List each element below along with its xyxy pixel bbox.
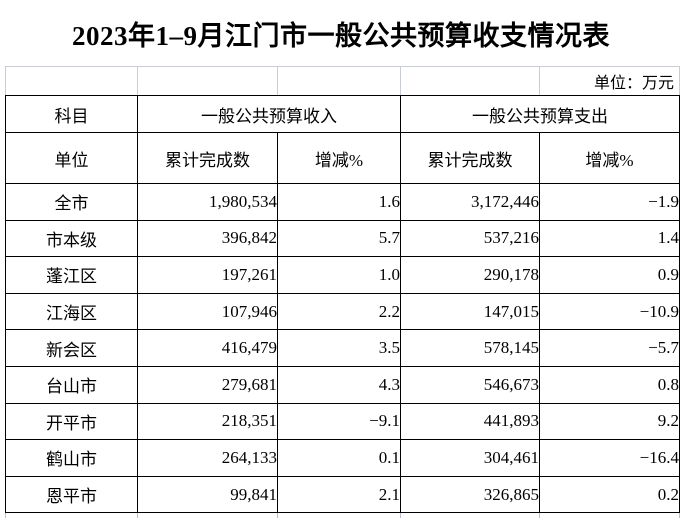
table-row: 市本级 396,842 5.7 537,216 1.4: [5, 219, 680, 258]
income-value-cell: 1,980,534: [137, 183, 278, 221]
empty-cell: [137, 512, 278, 519]
region-name-cell: 蓬江区: [5, 256, 138, 294]
empty-cell: [277, 512, 401, 519]
income-change-cell: 1.0: [277, 256, 401, 294]
expense-value-cell: 326,865: [400, 475, 540, 514]
table-row: 全市 1,980,534 1.6 3,172,446 −1.9: [5, 183, 680, 221]
header-expense-total-cell: 累计完成数: [400, 132, 540, 184]
expense-value-cell: 290,178: [400, 256, 540, 294]
header-subject-cell: 科目: [5, 95, 138, 133]
expense-change-cell: 0.2: [539, 475, 680, 514]
income-value-cell: 218,351: [137, 402, 278, 441]
expense-change-cell: 0.8: [539, 365, 680, 404]
table-row: 蓬江区 197,261 1.0 290,178 0.9: [5, 256, 680, 294]
header-income-total-cell: 累计完成数: [137, 132, 278, 184]
empty-cell: [400, 512, 540, 519]
region-name-cell: 台山市: [5, 365, 138, 404]
empty-cell: [137, 66, 278, 96]
table-row: 江海区 107,946 2.2 147,015 −10.9: [5, 292, 680, 331]
income-change-cell: 5.7: [277, 219, 401, 258]
expense-change-cell: 0.9: [539, 256, 680, 294]
region-name-cell: 开平市: [5, 402, 138, 441]
expense-value-cell: 147,015: [400, 292, 540, 331]
income-change-cell: −9.1: [277, 402, 401, 441]
income-change-cell: 0.1: [277, 439, 401, 477]
header-income-change-cell: 增减%: [277, 132, 401, 184]
income-value-cell: 197,261: [137, 256, 278, 294]
clipped-next-row: [5, 512, 680, 519]
expense-change-cell: −16.4: [539, 439, 680, 477]
expense-value-cell: 304,461: [400, 439, 540, 477]
table-row: 恩平市 99,841 2.1 326,865 0.2: [5, 475, 680, 514]
empty-cell: [5, 66, 138, 96]
empty-cell: [539, 512, 680, 519]
income-value-cell: 396,842: [137, 219, 278, 258]
unit-note-row: 单位：万元: [5, 66, 680, 96]
income-value-cell: 264,133: [137, 439, 278, 477]
income-value-cell: 416,479: [137, 329, 278, 367]
income-value-cell: 107,946: [137, 292, 278, 331]
header-row-groups: 科目 一般公共预算收入 一般公共预算支出: [5, 95, 680, 133]
table-row: 鹤山市 264,133 0.1 304,461 −16.4: [5, 439, 680, 477]
table-row: 台山市 279,681 4.3 546,673 0.8: [5, 365, 680, 404]
page-title: 2023年1–9月江门市一般公共预算收支情况表: [72, 20, 610, 51]
empty-cell: [277, 66, 401, 96]
budget-table: 单位：万元 科目 一般公共预算收入 一般公共预算支出 单位 累计完成数 增减% …: [5, 66, 680, 519]
expense-change-cell: −1.9: [539, 183, 680, 221]
income-change-cell: 1.6: [277, 183, 401, 221]
title-band: 2023年1–9月江门市一般公共预算收支情况表: [0, 0, 682, 66]
region-name-cell: 市本级: [5, 219, 138, 258]
table-row: 新会区 416,479 3.5 578,145 −5.7: [5, 329, 680, 367]
header-expense-change-cell: 增减%: [539, 132, 680, 184]
region-name-cell: 鹤山市: [5, 439, 138, 477]
table-row: 开平市 218,351 −9.1 441,893 9.2: [5, 402, 680, 441]
region-name-cell: 新会区: [5, 329, 138, 367]
expense-value-cell: 546,673: [400, 365, 540, 404]
empty-cell: [5, 512, 138, 519]
income-change-cell: 4.3: [277, 365, 401, 404]
header-unit-cell: 单位: [5, 132, 138, 184]
income-change-cell: 3.5: [277, 329, 401, 367]
expense-change-cell: −10.9: [539, 292, 680, 331]
header-expense-group-cell: 一般公共预算支出: [400, 95, 680, 133]
region-name-cell: 恩平市: [5, 475, 138, 514]
region-name-cell: 江海区: [5, 292, 138, 331]
empty-cell: [400, 66, 540, 96]
header-row-columns: 单位 累计完成数 增减% 累计完成数 增减%: [5, 132, 680, 184]
region-name-cell: 全市: [5, 183, 138, 221]
expense-value-cell: 537,216: [400, 219, 540, 258]
income-value-cell: 279,681: [137, 365, 278, 404]
income-change-cell: 2.1: [277, 475, 401, 514]
income-change-cell: 2.2: [277, 292, 401, 331]
income-value-cell: 99,841: [137, 475, 278, 514]
expense-change-cell: 1.4: [539, 219, 680, 258]
header-income-group-cell: 一般公共预算收入: [137, 95, 401, 133]
expense-change-cell: −5.7: [539, 329, 680, 367]
expense-value-cell: 441,893: [400, 402, 540, 441]
expense-change-cell: 9.2: [539, 402, 680, 441]
expense-value-cell: 3,172,446: [400, 183, 540, 221]
expense-value-cell: 578,145: [400, 329, 540, 367]
unit-note: 单位：万元: [539, 66, 680, 96]
